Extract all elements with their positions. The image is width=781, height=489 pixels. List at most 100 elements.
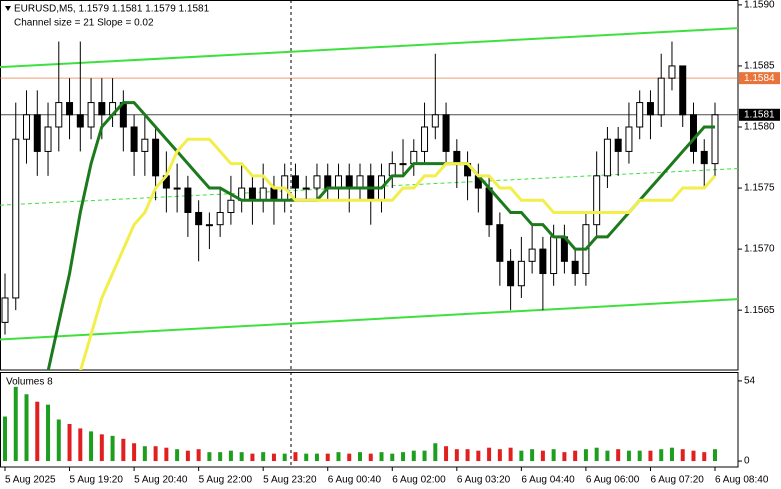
x-tick-label: 6 Aug 02:00 <box>392 475 446 486</box>
volume-bar <box>56 419 61 462</box>
volume-bar <box>347 453 352 462</box>
volume-bar <box>379 452 384 462</box>
channel-line <box>0 27 738 69</box>
y-tick-label: 1.1590 <box>744 0 775 11</box>
volume-bar <box>121 438 126 462</box>
candle-body <box>130 126 138 152</box>
candle-body <box>593 175 601 226</box>
y-tick-label: 1.1570 <box>744 244 775 255</box>
volume-bar <box>605 450 610 462</box>
candle-body <box>421 126 429 152</box>
volume-bar <box>336 452 341 462</box>
volume-bar <box>626 450 631 462</box>
candle-body <box>507 260 515 287</box>
volume-bar <box>99 434 104 462</box>
candle-body <box>410 150 418 165</box>
volume-bar <box>132 443 137 462</box>
x-tick-label: 6 Aug 07:20 <box>650 475 704 486</box>
candle-body <box>485 187 493 226</box>
candle-body <box>98 102 106 116</box>
volume-bar <box>282 453 287 462</box>
volume-bar <box>444 446 449 462</box>
candle-body <box>453 150 461 165</box>
candle-body <box>603 138 611 177</box>
volume-bar <box>164 447 169 462</box>
candle-body <box>356 175 364 189</box>
candle-body <box>646 102 654 116</box>
volume-bar <box>594 447 599 462</box>
x-tick-label: 5 Aug 22:00 <box>199 475 253 486</box>
volume-bar <box>78 428 83 462</box>
candle-body <box>44 126 52 152</box>
volume-bar <box>573 450 578 462</box>
x-tick-label: 5 Aug 19:20 <box>70 475 124 486</box>
volume-bar <box>35 401 40 462</box>
candle-body <box>625 126 633 152</box>
candle-body <box>291 175 299 189</box>
volume-bar <box>465 449 470 462</box>
x-tick-label: 6 Aug 00:40 <box>328 475 382 486</box>
volume-bar <box>293 452 298 462</box>
candle-body <box>689 114 697 152</box>
price-level-label: 1.1581 <box>744 109 775 120</box>
price-level-box <box>739 108 780 121</box>
volume-bar <box>314 453 319 462</box>
candle-body <box>33 114 41 152</box>
volume-bar <box>401 452 406 462</box>
channel-line <box>0 298 738 341</box>
candle-body <box>442 114 450 152</box>
price-panel <box>0 0 739 371</box>
volume-bar <box>218 452 223 462</box>
volume-bar <box>702 452 707 462</box>
moving-average <box>46 101 715 370</box>
volume-bar <box>358 452 362 462</box>
volume-bar <box>713 449 717 462</box>
collapse-icon <box>5 6 11 11</box>
candle-body <box>12 138 20 299</box>
volume-bar <box>196 449 201 462</box>
candle-body <box>496 224 504 262</box>
volume-bar <box>562 452 567 462</box>
volume-bar <box>271 453 276 462</box>
volume-bar <box>13 386 18 462</box>
candle-body <box>550 236 558 275</box>
volume-bar <box>637 450 642 462</box>
volume-bar <box>497 449 502 462</box>
volume-bar <box>540 450 545 462</box>
y-tick-label: 54 <box>744 376 756 387</box>
volume-bar <box>153 446 158 462</box>
y-tick-label: 1.1575 <box>744 183 775 194</box>
volume-bar <box>67 423 72 462</box>
candle-body <box>345 175 353 189</box>
candle-body <box>313 175 321 189</box>
candle-body <box>431 114 439 128</box>
volume-bar <box>680 449 685 462</box>
candle-body <box>248 187 256 201</box>
volume-bar <box>185 450 190 462</box>
candle-body <box>87 102 95 128</box>
volume-bar <box>228 450 233 462</box>
volume-bar <box>519 450 524 462</box>
candle-body <box>227 199 235 213</box>
candle-body <box>324 175 332 189</box>
candle-body <box>517 260 525 287</box>
x-tick-label: 6 Aug 08:40 <box>715 475 769 486</box>
volume-bar <box>487 447 492 462</box>
x-tick-label: 6 Aug 03:20 <box>457 475 511 486</box>
candle-body <box>205 224 213 227</box>
volume-bar <box>207 452 212 462</box>
volume-bar <box>142 446 147 462</box>
volume-bar <box>508 447 513 462</box>
volume-bar <box>250 453 255 462</box>
candle-body <box>668 65 676 79</box>
x-tick-label: 5 Aug 2025 <box>5 475 56 486</box>
price-level-box <box>739 72 780 85</box>
volume-bar <box>3 416 7 462</box>
volume-bar <box>239 452 244 462</box>
volume-bar <box>24 394 29 462</box>
candle-body <box>66 102 74 116</box>
chart-title: EURUSD,M5, 1.1579 1.1581 1.1579 1.1581 <box>14 4 210 15</box>
volume-bar <box>175 449 180 462</box>
volume-panel <box>0 372 739 468</box>
